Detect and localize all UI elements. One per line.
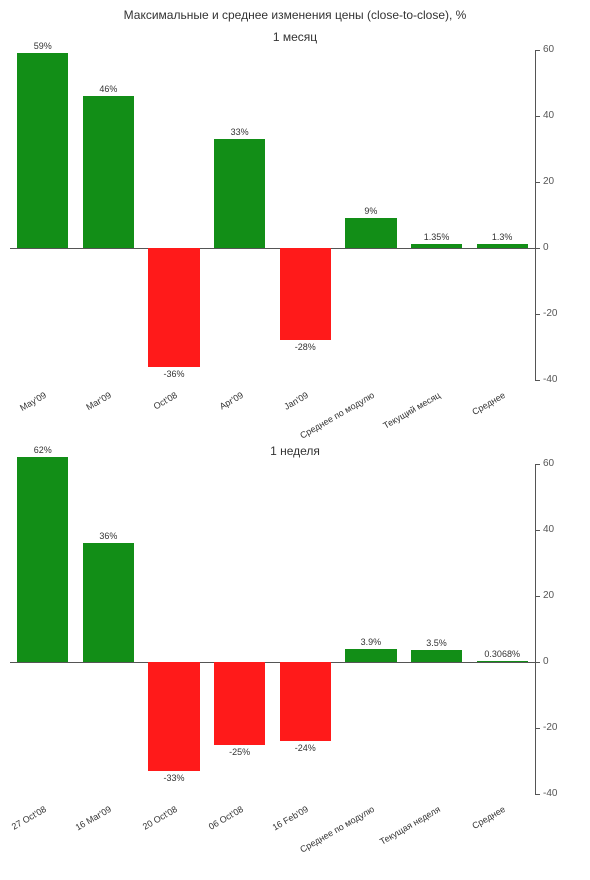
bar-value-label: 59% [17,41,68,51]
bar [411,650,462,662]
bar [477,244,528,248]
y-tick [535,662,540,663]
y-tick-label: -40 [543,374,557,385]
zero-baseline [10,662,535,663]
y-tick-label: 60 [543,458,554,469]
x-tick-label: Среднее [471,390,508,417]
bar-value-label: -25% [214,747,265,757]
x-tick-label: 16 Feb'09 [271,804,310,833]
bar-value-label: 9% [345,206,396,216]
bar-value-label: -28% [280,342,331,352]
bar-value-label: 0.3068% [477,649,528,659]
bar [280,662,331,741]
bar [83,543,134,662]
x-tick-label: May'09 [18,390,48,413]
bar [148,248,199,367]
bar-value-label: 36% [83,531,134,541]
zero-baseline [10,248,535,249]
y-tick [535,380,540,381]
y-tick [535,530,540,531]
bar [17,53,68,248]
bar [345,649,396,662]
chart-subtitle: 1 неделя [0,444,590,458]
y-tick-label: 40 [543,110,554,121]
y-axis-line [535,50,536,380]
y-tick-label: 20 [543,176,554,187]
bar-value-label: 62% [17,445,68,455]
bar [148,662,199,771]
bar-value-label: -33% [148,773,199,783]
bar-value-label: 3.5% [411,638,462,648]
chart-subtitle: 1 месяц [0,30,590,44]
x-tick-label: Текущий месяц [381,390,442,431]
x-tick-label: Oct'08 [152,390,179,412]
y-tick [535,464,540,465]
bar [411,244,462,248]
bar-value-label: 1.35% [411,232,462,242]
y-tick [535,596,540,597]
y-tick [535,248,540,249]
x-tick-label: Jan'09 [283,390,311,412]
y-tick-label: -20 [543,722,557,733]
bar [280,248,331,340]
bar [477,661,528,662]
y-tick-label: -20 [543,308,557,319]
y-tick [535,116,540,117]
y-tick [535,182,540,183]
charts-root: 1 месяц -40 -20 0 20 40 60 59% May'09 46% Mar'09 -3… [0,30,590,854]
y-tick-label: 40 [543,524,554,535]
bar-value-label: 3.9% [345,637,396,647]
x-tick-label: Apr'09 [217,390,244,412]
x-tick-label: 16 Mar'09 [74,804,113,833]
bar-value-label: -24% [280,743,331,753]
bar [214,139,265,248]
bar [17,457,68,662]
y-tick [535,314,540,315]
chart: -40-20020406062%27 Oct'0836%16 Mar'09-33… [0,464,590,854]
x-tick-label: 06 Oct'08 [207,804,245,832]
x-tick-label: 20 Oct'08 [141,804,179,832]
y-tick-label: 0 [543,242,549,253]
bar-value-label: -36% [148,369,199,379]
y-tick-label: 20 [543,590,554,601]
y-tick [535,794,540,795]
x-tick-label: 27 Oct'08 [10,804,48,832]
bar-value-label: 46% [83,84,134,94]
y-axis-line [535,464,536,794]
y-tick [535,50,540,51]
page-title: Максимальные и среднее изменения цены (c… [0,0,590,26]
bar [214,662,265,745]
bar-value-label: 1.3% [477,232,528,242]
chart: -40-20020406059%May'0946%Mar'09-36%Oct'0… [0,50,590,440]
x-tick-label: Mar'09 [85,390,114,412]
y-tick-label: 0 [543,656,549,667]
x-tick-label: Среднее [471,804,508,831]
x-tick-label: Текущая неделя [378,804,442,847]
y-tick [535,728,540,729]
y-tick-label: 60 [543,44,554,55]
y-tick-label: -40 [543,788,557,799]
bar-value-label: 33% [214,127,265,137]
bar [83,96,134,248]
bar [345,218,396,248]
